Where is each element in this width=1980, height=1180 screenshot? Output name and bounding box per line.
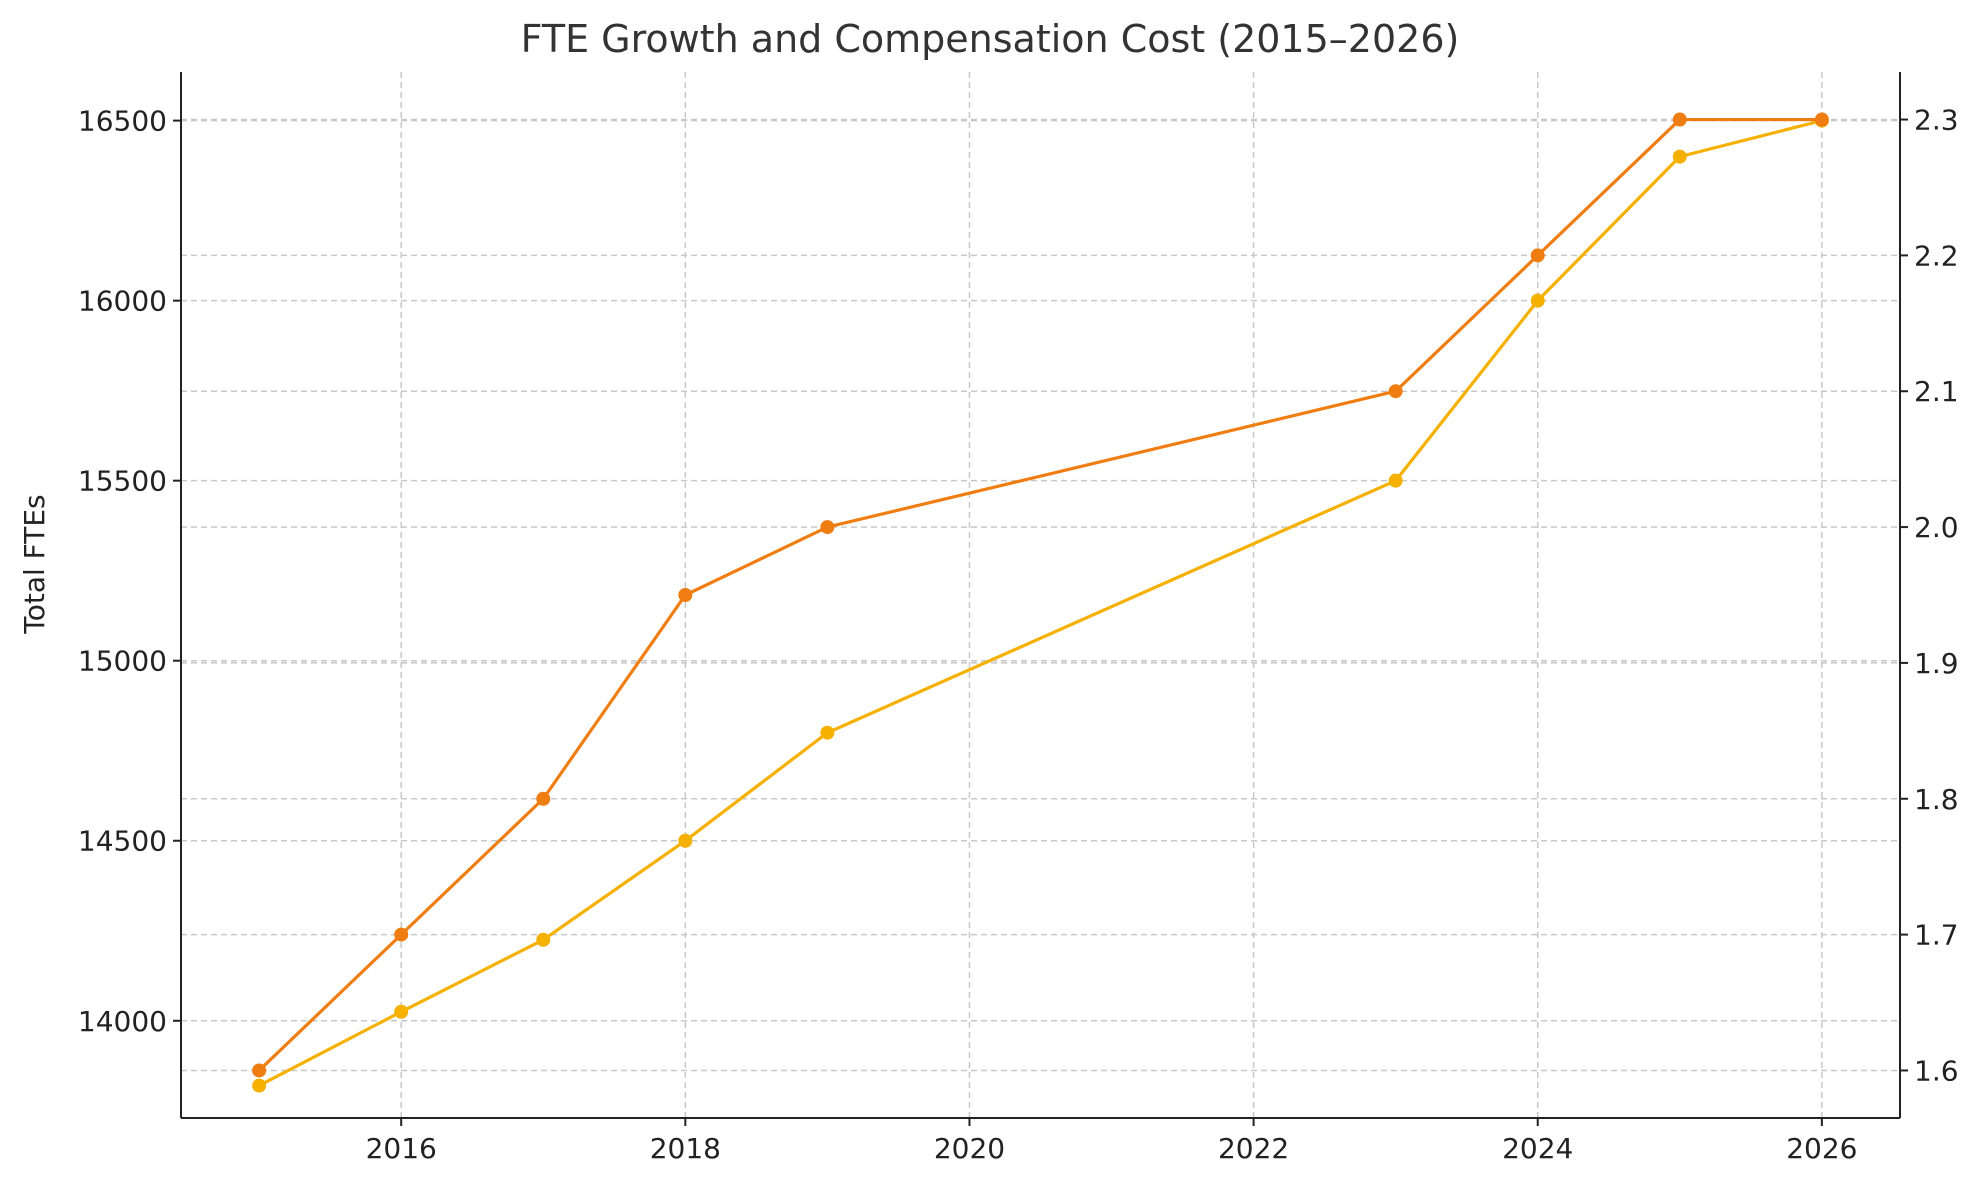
series-layer <box>252 112 1829 1093</box>
y-tick-label: 16000 <box>78 285 167 318</box>
y2-tick-label: 2.3 <box>1914 104 1959 137</box>
y2-tick-label: 2.2 <box>1914 239 1959 272</box>
grid-layer <box>181 72 1900 1118</box>
y-tick-label: 15000 <box>78 645 167 678</box>
y-tick-label: 15500 <box>78 465 167 498</box>
series-1-point <box>536 932 551 947</box>
series-2-point <box>252 1063 267 1078</box>
series-2-point <box>394 927 409 942</box>
series-1-point <box>820 725 835 740</box>
series-1-point <box>252 1078 267 1093</box>
series-1-point <box>678 833 693 848</box>
series-line-2 <box>258 117 1822 1072</box>
series-2-point <box>1672 112 1687 127</box>
x-tick-label: 2026 <box>1786 1132 1857 1165</box>
series-2-point <box>1388 384 1403 399</box>
y2-tick-label: 2.1 <box>1914 375 1959 408</box>
y2-tick-label: 1.9 <box>1914 647 1959 680</box>
y2-tick-label: 1.6 <box>1914 1054 1959 1087</box>
series-line-1 <box>258 119 1823 1088</box>
series-2-point <box>1814 112 1829 127</box>
y-tick-label: 14000 <box>78 1005 167 1038</box>
y-axis-label: Total FTEs <box>18 494 51 634</box>
y-tick-label: 14500 <box>78 825 167 858</box>
series-1-point <box>394 1004 409 1019</box>
y2-tick-label: 2.0 <box>1914 511 1959 544</box>
x-tick-label: 2020 <box>934 1132 1005 1165</box>
series-2-point <box>820 520 835 535</box>
x-tick-label: 2016 <box>366 1132 437 1165</box>
series-1-point <box>1530 293 1545 308</box>
chart-title: FTE Growth and Compensation Cost (2015–2… <box>521 17 1460 61</box>
series-2-point <box>536 791 551 806</box>
y-tick-label: 16500 <box>78 105 167 138</box>
series-1-point <box>1672 149 1687 164</box>
x-tick-label: 2024 <box>1502 1132 1573 1165</box>
y2-tick-label: 1.7 <box>1914 919 1959 952</box>
series-2-point <box>1530 248 1545 263</box>
series-2-point <box>678 588 693 602</box>
series-1-point <box>1388 473 1403 488</box>
y2-tick-label: 1.8 <box>1914 783 1959 816</box>
x-tick-label: 2022 <box>1218 1132 1289 1165</box>
axes-layer: 2016 2018 2020 2022 2024 2026 14000 14500 15000 1… <box>78 72 1959 1165</box>
x-tick-label: 2018 <box>650 1132 721 1165</box>
